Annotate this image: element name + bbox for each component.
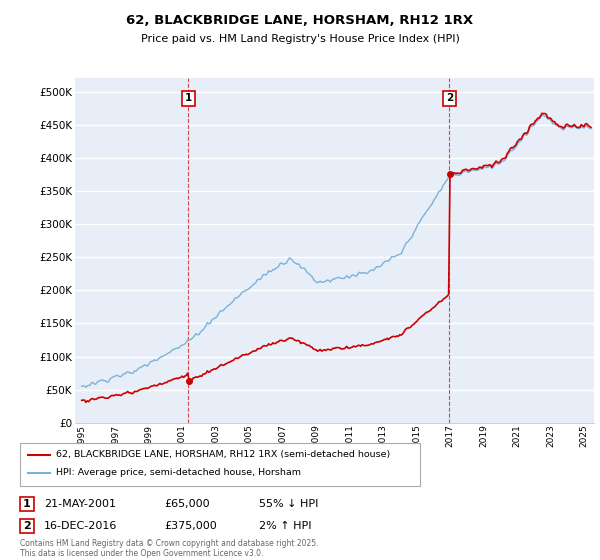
Text: 55% ↓ HPI: 55% ↓ HPI bbox=[259, 499, 319, 508]
Text: 2: 2 bbox=[23, 521, 31, 531]
FancyBboxPatch shape bbox=[20, 497, 34, 511]
Text: 2% ↑ HPI: 2% ↑ HPI bbox=[259, 521, 311, 531]
Text: 16-DEC-2016: 16-DEC-2016 bbox=[44, 521, 118, 531]
FancyBboxPatch shape bbox=[20, 444, 420, 486]
Text: 2: 2 bbox=[446, 94, 453, 103]
Text: HPI: Average price, semi-detached house, Horsham: HPI: Average price, semi-detached house,… bbox=[56, 469, 301, 478]
Text: 1: 1 bbox=[23, 499, 31, 508]
FancyBboxPatch shape bbox=[20, 519, 34, 533]
Text: £375,000: £375,000 bbox=[164, 521, 217, 531]
Text: Price paid vs. HM Land Registry's House Price Index (HPI): Price paid vs. HM Land Registry's House … bbox=[140, 34, 460, 44]
Text: 1: 1 bbox=[185, 94, 192, 103]
Text: £65,000: £65,000 bbox=[164, 499, 209, 508]
Text: 62, BLACKBRIDGE LANE, HORSHAM, RH12 1RX: 62, BLACKBRIDGE LANE, HORSHAM, RH12 1RX bbox=[127, 14, 473, 27]
Text: Contains HM Land Registry data © Crown copyright and database right 2025.
This d: Contains HM Land Registry data © Crown c… bbox=[20, 539, 319, 558]
Text: 21-MAY-2001: 21-MAY-2001 bbox=[44, 499, 116, 508]
Text: 62, BLACKBRIDGE LANE, HORSHAM, RH12 1RX (semi-detached house): 62, BLACKBRIDGE LANE, HORSHAM, RH12 1RX … bbox=[56, 450, 390, 459]
